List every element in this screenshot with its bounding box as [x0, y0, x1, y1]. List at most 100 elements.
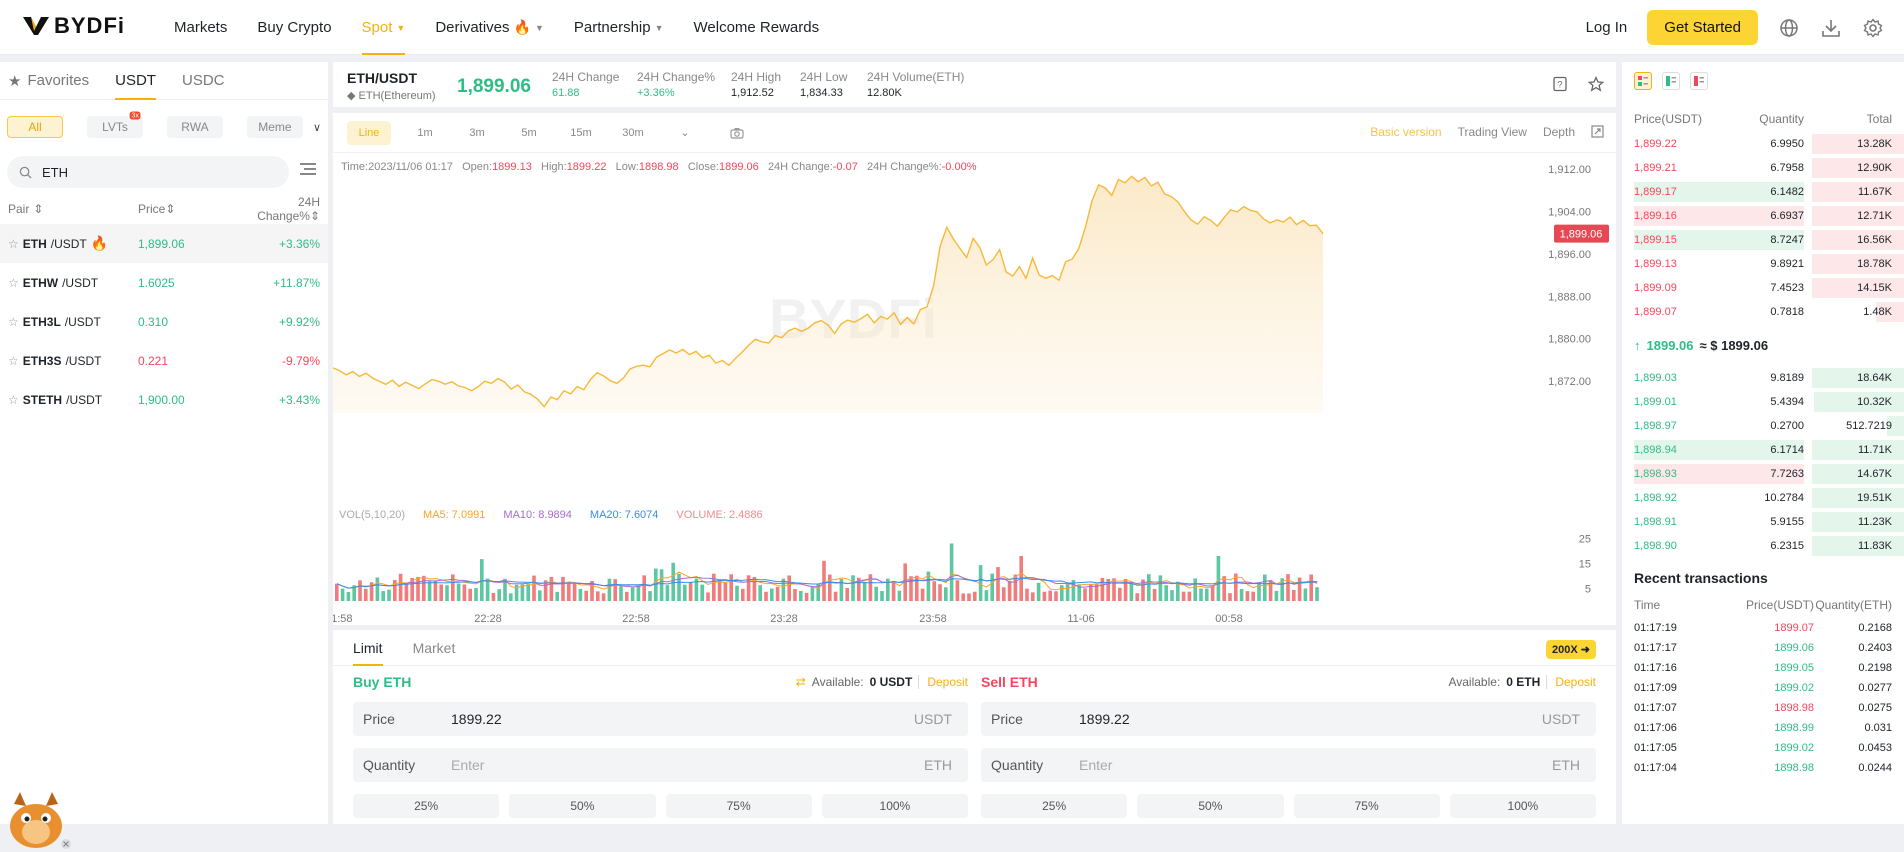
get-started-button[interactable]: Get Started [1647, 10, 1758, 45]
ask-row[interactable]: 1,899.22 6.9950 13.28K [1622, 132, 1904, 156]
search-icon [19, 166, 32, 179]
sell-deposit-link[interactable]: Deposit [1546, 675, 1596, 689]
buy-pct-75[interactable]: 75% [665, 794, 812, 818]
nav-buy-crypto[interactable]: Buy Crypto [257, 19, 332, 36]
globe-icon[interactable] [1778, 17, 1800, 39]
chip-rwa[interactable]: RWA [166, 116, 223, 138]
bid-row[interactable]: 1,898.93 7.7263 14.67K [1622, 462, 1904, 486]
bid-row[interactable]: 1,899.01 5.4394 10.32K [1622, 390, 1904, 414]
search-input[interactable]: ETH [7, 156, 289, 188]
camera-icon[interactable] [711, 121, 763, 145]
buy-pct-25[interactable]: 25% [353, 794, 500, 818]
ask-price: 1,899.17 [1634, 186, 1677, 198]
logo-text: BYDFi [54, 13, 125, 38]
interval-5m[interactable]: 5m [521, 126, 537, 139]
more-intervals-chevron-icon[interactable]: ⌄ [680, 127, 690, 139]
chart-panel: Line 1m 3m 5m 15m 30m ⌄ Basic version Tr… [333, 113, 1616, 625]
bid-row[interactable]: 1,898.97 0.2700 512.7219 [1622, 414, 1904, 438]
buy-price-field[interactable]: Price 1899.22 USDT [353, 702, 968, 736]
sell-price-field[interactable]: Price 1899.22 USDT [981, 702, 1596, 736]
pair-row[interactable]: ☆ ETH3S/USDT 0.221 -9.79% [8, 353, 320, 368]
chip-all[interactable]: All [7, 116, 63, 138]
tab-market[interactable]: Market [412, 640, 456, 656]
bid-row[interactable]: 1,899.03 9.8189 18.64K [1622, 366, 1904, 390]
volume-bar [700, 584, 704, 601]
interval-line[interactable]: Line [347, 120, 391, 145]
chevron-down-icon[interactable]: ∨ [312, 121, 321, 134]
chip-meme[interactable]: Meme [246, 116, 303, 138]
bid-row[interactable]: 1,898.90 6.2315 11.83K [1622, 534, 1904, 558]
col-change[interactable]: 24H Change%⇕ [257, 195, 320, 223]
ask-row[interactable]: 1,899.13 9.8921 18.78K [1622, 252, 1904, 276]
view-asks-icon[interactable] [1690, 72, 1708, 90]
ask-row[interactable]: 1,899.09 7.4523 14.15K [1622, 276, 1904, 300]
nav-spot[interactable]: Spot ▼ [361, 0, 405, 55]
nav-markets[interactable]: Markets [174, 19, 228, 36]
view-basic[interactable]: Basic version [1370, 125, 1442, 139]
col-price[interactable]: Price⇕ [138, 202, 176, 216]
interval-1m[interactable]: 1m [417, 126, 433, 139]
filter-list-icon[interactable] [300, 162, 316, 181]
sell-pct-25[interactable]: 25% [981, 794, 1128, 818]
info-doc-icon[interactable]: ? [1552, 76, 1568, 95]
pair-row[interactable]: ☆ ETH3L/USDT 0.310 +9.92% [8, 314, 320, 329]
sell-quantity-field[interactable]: Quantity Enter ETH [981, 748, 1596, 782]
view-both-icon[interactable] [1634, 72, 1652, 90]
ask-row[interactable]: 1,899.17 6.1482 11.67K [1622, 180, 1904, 204]
nav-partnership[interactable]: Partnership ▼ [573, 19, 664, 36]
pair-row[interactable]: ☆ STETH/USDT 1,900.00 +3.43% [8, 392, 320, 407]
chip-lvts[interactable]: LVTs 3x [86, 111, 143, 138]
view-trading-view[interactable]: Trading View [1457, 125, 1527, 139]
leverage-badge[interactable]: 200X ➜ [1546, 640, 1596, 659]
transfer-icon[interactable]: ⇄ [795, 675, 806, 689]
ask-row[interactable]: 1,899.21 6.7958 12.90K [1622, 156, 1904, 180]
bid-total: 11.71K [1857, 444, 1892, 456]
pair-row[interactable]: ☆ ETHW/USDT 1.6025 +11.87% [8, 275, 320, 290]
buy-deposit-link[interactable]: Deposit [918, 675, 968, 689]
star-outline-icon[interactable]: ☆ [8, 236, 19, 251]
fullscreen-icon[interactable] [1591, 125, 1604, 141]
bydfi-logo[interactable]: BYDFi [22, 13, 125, 39]
view-depth[interactable]: Depth [1542, 125, 1575, 139]
price-chart[interactable]: BYDFi1,912.001,904.001,896.001,888.001,8… [333, 113, 1616, 625]
bid-row[interactable]: 1,898.94 6.1714 11.71K [1622, 438, 1904, 462]
login-link[interactable]: Log In [1585, 19, 1628, 36]
ticker-pair[interactable]: ETH/USDT [347, 70, 417, 86]
star-outline-icon[interactable]: ☆ [8, 353, 19, 368]
star-outline-icon[interactable]: ☆ [8, 392, 19, 407]
col-pair[interactable]: Pair ⇕ [8, 202, 44, 216]
view-bids-icon[interactable] [1662, 72, 1680, 90]
pair-row[interactable]: ☆ ETH/USDT 🔥 1,899.06 +3.36% [0, 224, 328, 263]
ask-row[interactable]: 1,899.15 8.7247 16.56K [1622, 228, 1904, 252]
buy-pct-100[interactable]: 100% [821, 794, 968, 818]
sell-pct-75[interactable]: 75% [1293, 794, 1440, 818]
star-outline-icon[interactable]: ☆ [8, 314, 19, 329]
nav-welcome-rewards[interactable]: Welcome Rewards [693, 19, 820, 36]
bid-row[interactable]: 1,898.91 5.9155 11.23K [1622, 510, 1904, 534]
buy-quantity-field[interactable]: Quantity Enter ETH [353, 748, 968, 782]
interval-15m[interactable]: 15m [570, 126, 592, 139]
interval-30m[interactable]: 30m [622, 126, 644, 139]
star-outline-icon[interactable] [1587, 75, 1605, 95]
tab-limit[interactable]: Limit [353, 630, 383, 666]
settings-icon[interactable] [1862, 17, 1884, 39]
volume-tick-label: 5 [1585, 584, 1591, 596]
trade-price: 1899.05 [1774, 662, 1814, 674]
ask-row[interactable]: 1,899.16 6.6937 12.71K [1622, 204, 1904, 228]
tab-favorites[interactable]: ★ Favorites [8, 72, 90, 90]
sell-pct-100[interactable]: 100% [1449, 794, 1596, 818]
download-icon[interactable] [1820, 17, 1842, 39]
ask-row[interactable]: 1,899.07 0.7818 1.48K [1622, 300, 1904, 324]
recent-header: Time Price(USDT) Quantity(ETH) [1634, 598, 1892, 612]
bid-price: 1,898.93 [1634, 468, 1677, 480]
buy-pct-50[interactable]: 50% [509, 794, 656, 818]
tab-usdc[interactable]: USDC [181, 72, 225, 89]
bid-row[interactable]: 1,898.92 10.2784 19.51K [1622, 486, 1904, 510]
bid-quantity: 6.1714 [1770, 444, 1804, 456]
star-outline-icon[interactable]: ☆ [8, 275, 19, 290]
tab-usdt[interactable]: USDT [115, 62, 156, 100]
sell-pct-50[interactable]: 50% [1137, 794, 1284, 818]
interval-3m[interactable]: 3m [469, 126, 485, 139]
mascot-icon[interactable] [0, 780, 72, 852]
nav-derivatives[interactable]: Derivatives 🔥 ▼ [435, 19, 544, 36]
